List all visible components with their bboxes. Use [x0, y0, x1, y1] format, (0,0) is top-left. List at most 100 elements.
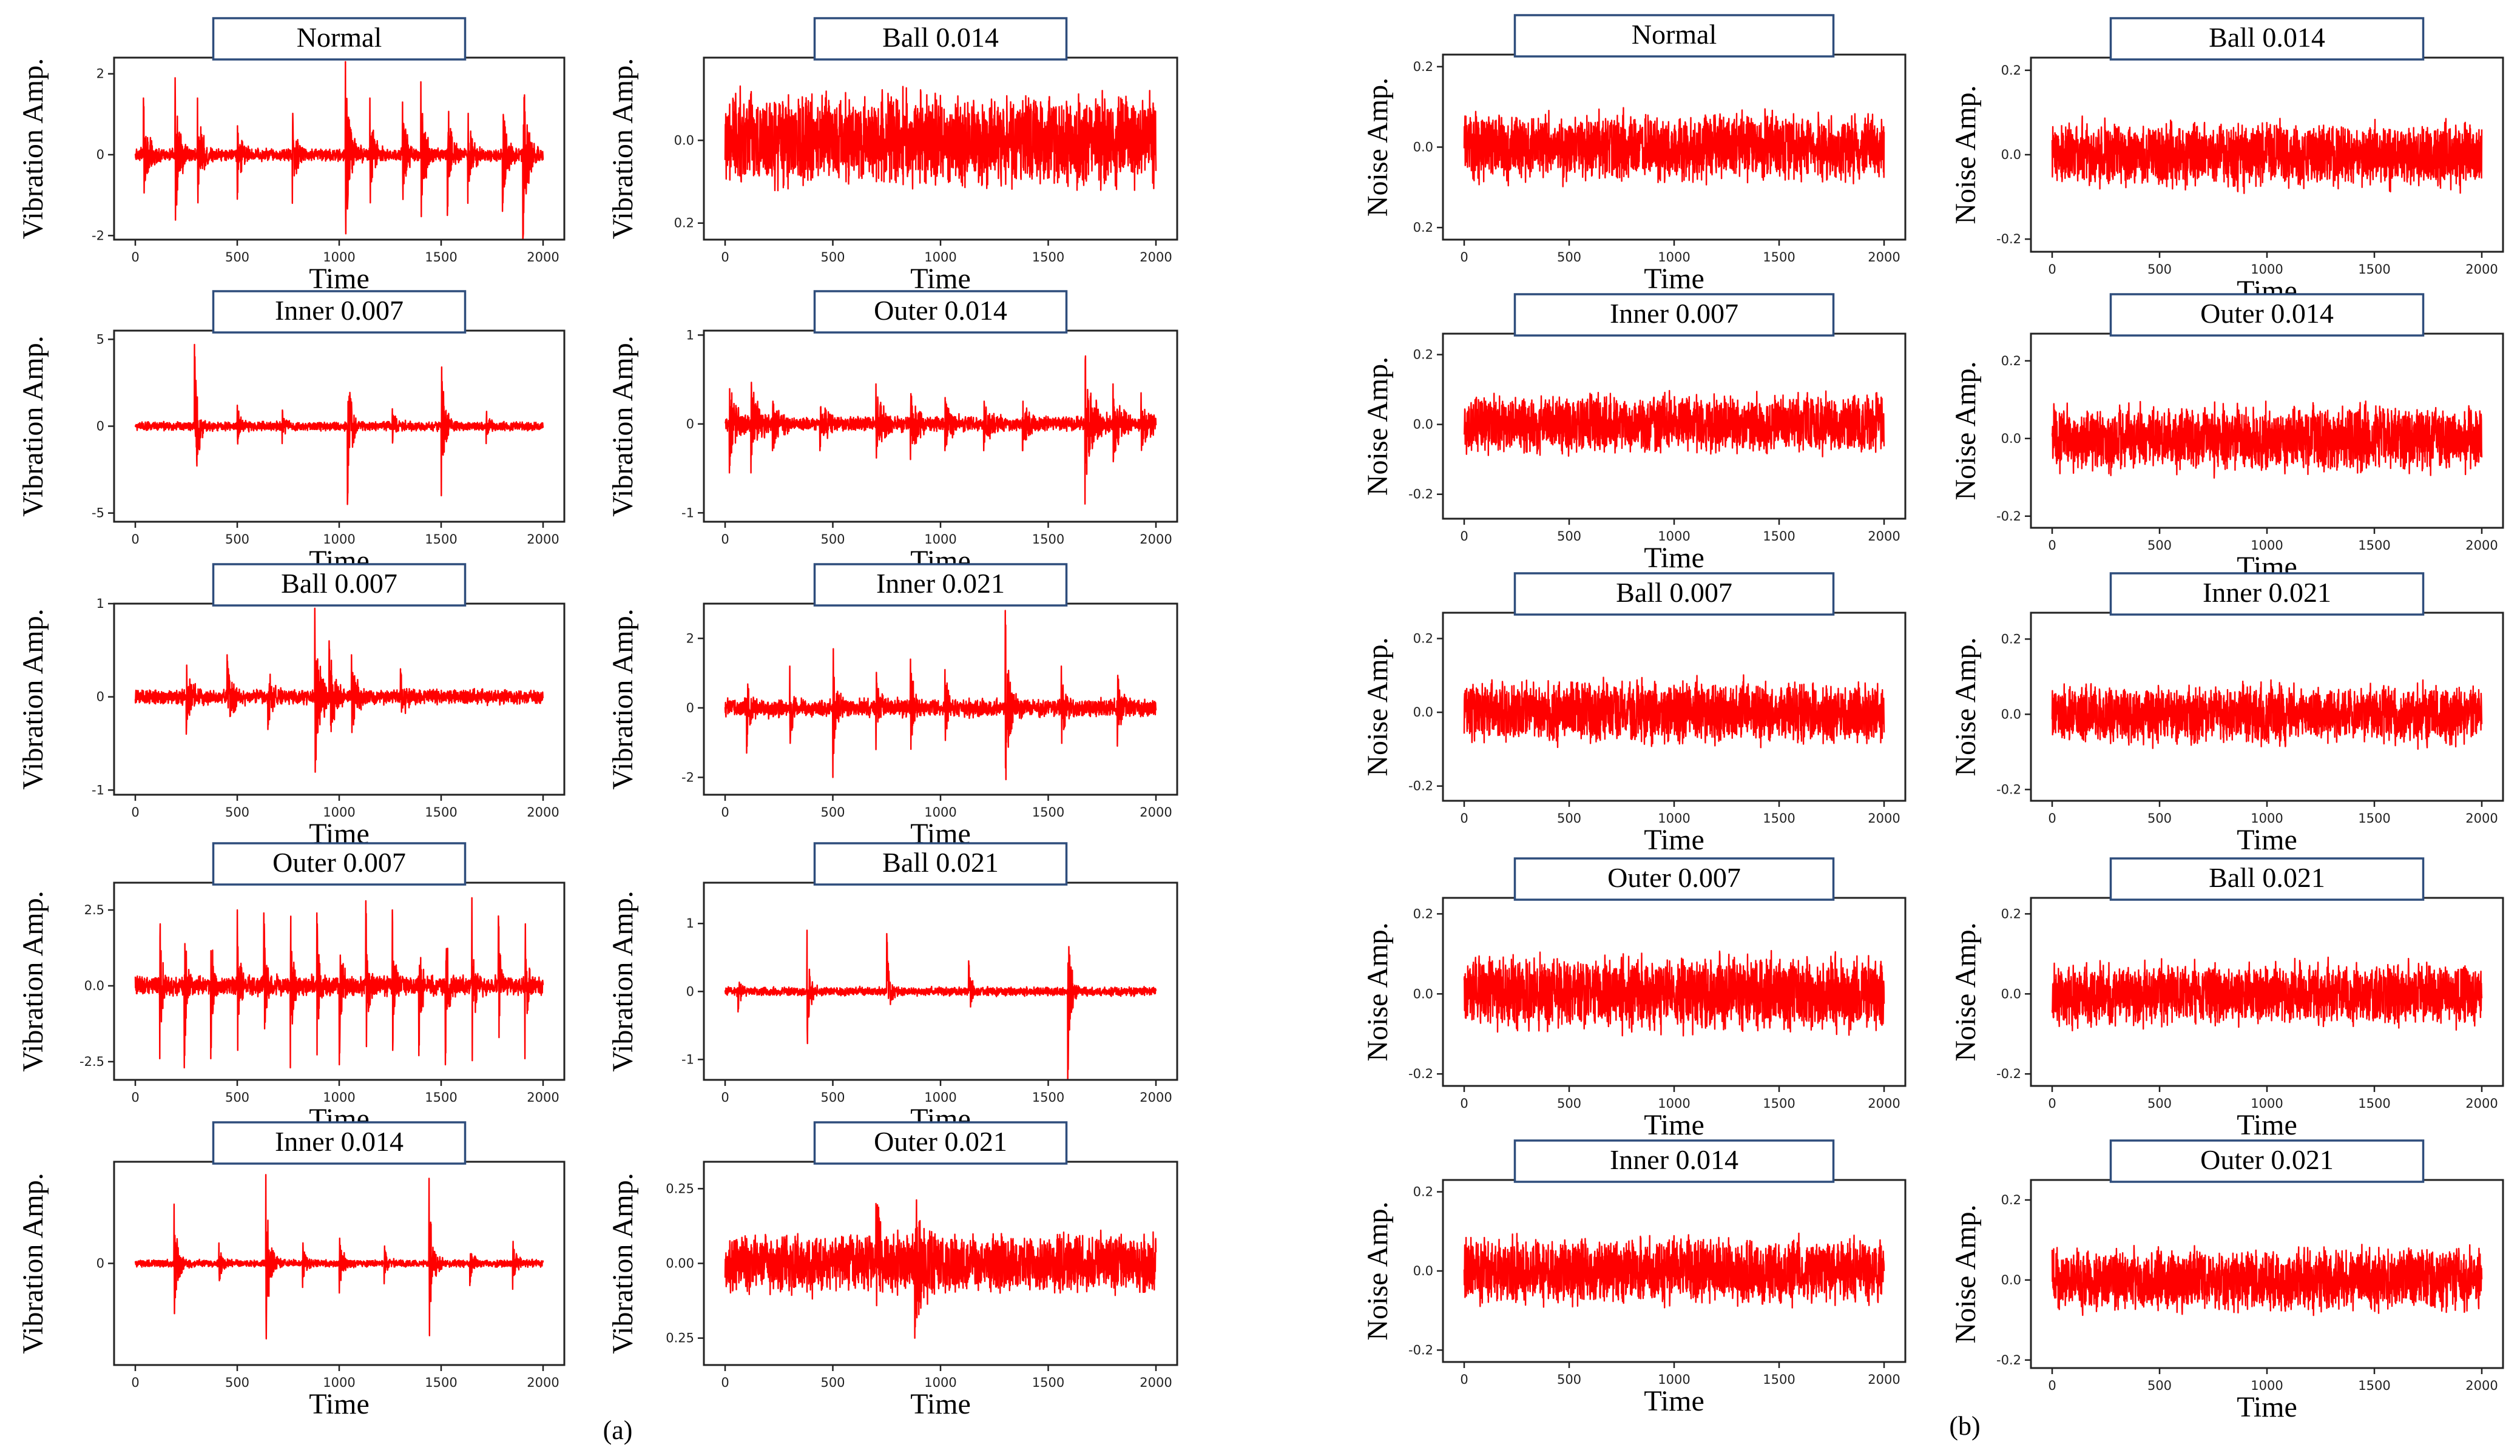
x-tick-label: 500 [2147, 1096, 2172, 1111]
y-tick-label: 0.2 [1413, 906, 1433, 921]
x-tick-label: 500 [1557, 811, 1581, 826]
title-box-frame [212, 1121, 467, 1165]
x-tick-label: 0 [1460, 1372, 1468, 1387]
y-tick-label: -2 [681, 770, 694, 784]
x-tick-label: 500 [2147, 1378, 2172, 1393]
x-tick-label: 500 [2147, 538, 2172, 553]
y-tick-label: 0.0 [1413, 417, 1433, 432]
signal-line [134, 607, 544, 773]
x-tick-label: 0 [721, 532, 729, 547]
subplot-title: Inner 0.021 [2203, 577, 2331, 608]
x-tick-label: 1500 [425, 250, 457, 265]
x-tick-label: 1500 [425, 532, 457, 547]
subplot-title: Inner 0.007 [275, 295, 404, 326]
subplot-title: Inner 0.007 [1610, 298, 1738, 329]
subplot-title: Ball 0.014 [882, 22, 999, 53]
y-axis-label: Noise Amp. [1362, 78, 1394, 217]
y-tick-label: -0.2 [1996, 1353, 2021, 1367]
signal-line [134, 343, 544, 505]
subplot-a-6: 0 500 1000 1500 2000-2.50.02.5TimeVibration … [17, 842, 566, 1135]
x-axis-label: Time [910, 1388, 971, 1420]
x-tick-label: 1500 [2358, 811, 2390, 826]
x-tick-label: 2000 [1868, 250, 1900, 265]
signal-line [134, 1174, 544, 1340]
subplot-b-19: 0 500 1000 1500 2000 0.2 0.0 -0.2 Time Noise Amp.… [1950, 1139, 2504, 1423]
y-tick-label: 0 [96, 419, 104, 434]
subplot-a-9: 0 500 1000 1500 2000 0.25 0.00 0.25 Time Vibratio… [607, 1121, 1178, 1420]
subplot-title: Ball 0.007 [1616, 577, 1732, 608]
y-axis-label: Vibration Amp. [17, 58, 49, 239]
y-tick-label: 0.0 [2001, 707, 2021, 721]
x-tick-label: 0 [2048, 262, 2056, 277]
title-box-frame [813, 290, 1068, 334]
subplot-b-15: 0 500 1000 1500 2000 0.2 0.0 -0.2 Time Noise Amp.… [1950, 572, 2504, 856]
x-tick-label: 500 [225, 532, 249, 547]
title-box: Outer 0.021 [813, 1121, 1068, 1165]
subplot-title: Inner 0.021 [876, 568, 1005, 599]
title-box-frame [1513, 572, 1835, 616]
title-box: Outer 0.007 [1513, 857, 1835, 901]
subplot-title: Inner 0.014 [275, 1126, 404, 1157]
subplot-a-8: 0 500 1000 1500 2000 0 Time Vibration Amp. Inner… [17, 1121, 566, 1420]
x-tick-label: 2000 [2465, 538, 2498, 553]
signal-line [2051, 115, 2483, 194]
y-tick-label: 1 [96, 596, 104, 611]
subplot-title: Ball 0.007 [281, 568, 397, 599]
x-tick-label: 1500 [2358, 1096, 2390, 1111]
x-tick-label: 0 [721, 250, 729, 265]
x-tick-label: 1000 [1658, 529, 1690, 544]
signal-line [725, 355, 1157, 505]
x-axis-label: Time [309, 1388, 370, 1420]
title-box: Ball 0.014 [2109, 17, 2425, 61]
y-tick-label: -0.2 [1996, 782, 2021, 797]
y-tick-label: 0 [96, 1256, 104, 1271]
title-box-frame [212, 290, 467, 334]
y-tick-label: -5 [92, 506, 104, 521]
title-box-frame [212, 17, 467, 61]
y-tick-label: -0.2 [1408, 779, 1433, 794]
x-tick-label: 1000 [2251, 811, 2283, 826]
subplot-a-1: 0 500 1000 1500 2000 0.0 0.2 Time Vibration Amp.… [607, 17, 1178, 295]
y-axis-label: Vibration Amp. [17, 608, 49, 789]
x-tick-label: 1500 [1763, 1372, 1795, 1387]
signal-line [1463, 107, 1885, 187]
title-box: Ball 0.007 [212, 563, 467, 607]
y-tick-label: 0.2 [2001, 1193, 2021, 1207]
y-tick-label: 0.0 [1413, 986, 1433, 1001]
title-box: Inner 0.014 [212, 1121, 467, 1165]
x-axis-label: Time [2237, 1109, 2297, 1141]
subplot-title: Ball 0.014 [2209, 22, 2325, 53]
y-tick-label: 0.2 [2001, 906, 2021, 921]
signal-line [724, 85, 1157, 192]
y-tick-label: 0 [686, 417, 694, 431]
y-axis-label: Vibration Amp. [607, 608, 639, 789]
x-tick-label: 1000 [2251, 1378, 2283, 1393]
x-tick-label: 2000 [1140, 532, 1172, 547]
title-box-frame [2109, 1139, 2425, 1183]
x-tick-label: 2000 [2465, 1096, 2498, 1111]
x-tick-label: 1000 [1658, 811, 1690, 826]
title-box-frame [212, 842, 467, 886]
subplot-title: Outer 0.007 [272, 847, 406, 878]
x-tick-label: 1500 [1032, 532, 1064, 547]
y-tick-label: 0.2 [1413, 220, 1433, 235]
title-box-frame [813, 842, 1068, 886]
panel-label-a: (a) [603, 1415, 633, 1445]
title-box: Ball 0.007 [1513, 572, 1835, 616]
y-tick-label: 1 [686, 916, 694, 931]
y-tick-label: 0.2 [1413, 632, 1433, 646]
y-tick-label: 0.2 [1413, 348, 1433, 362]
x-tick-label: 1500 [1032, 1090, 1064, 1105]
title-box: Outer 0.007 [212, 842, 467, 886]
y-tick-label: 0.25 [666, 1181, 694, 1196]
title-box-frame [2109, 293, 2425, 337]
x-tick-label: 1500 [2358, 1378, 2390, 1393]
y-tick-label: -0.2 [1996, 1067, 2021, 1081]
x-tick-label: 1500 [1763, 811, 1795, 826]
title-box: Inner 0.007 [212, 290, 467, 334]
title-box: Outer 0.021 [2109, 1139, 2425, 1183]
title-box: Ball 0.014 [813, 17, 1068, 61]
